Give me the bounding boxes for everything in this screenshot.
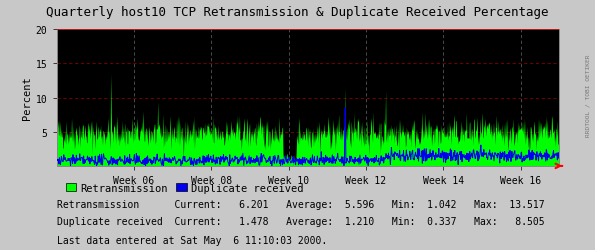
Text: Duplicate received  Current:   1.478   Average:  1.210   Min:  0.337   Max:   8.: Duplicate received Current: 1.478 Averag… — [57, 216, 544, 226]
Y-axis label: Percent: Percent — [21, 76, 32, 120]
Text: Quarterly host10 TCP Retransmission & Duplicate Received Percentage: Quarterly host10 TCP Retransmission & Du… — [46, 6, 549, 19]
Legend: Retransmission, Duplicate received: Retransmission, Duplicate received — [62, 179, 308, 197]
Text: Retransmission      Current:   6.201   Average:  5.596   Min:  1.042   Max:  13.: Retransmission Current: 6.201 Average: 5… — [57, 199, 544, 209]
Text: Last data entered at Sat May  6 11:10:03 2000.: Last data entered at Sat May 6 11:10:03 … — [57, 235, 327, 245]
Text: RRDTOOL / TOBI OETIKER: RRDTOOL / TOBI OETIKER — [586, 54, 591, 136]
